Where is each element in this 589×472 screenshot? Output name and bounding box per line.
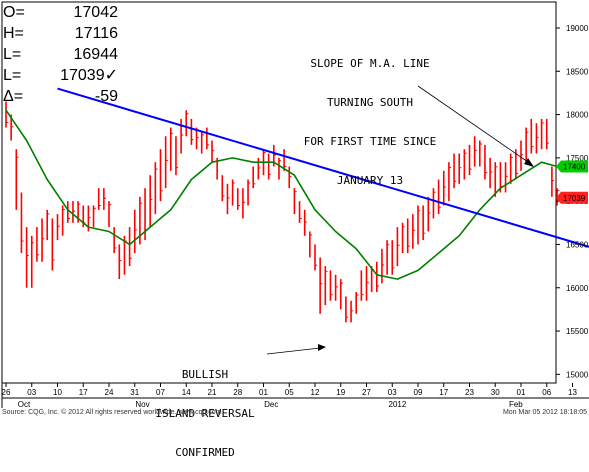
x-day-label: 27 [362, 388, 371, 397]
ohlc-low-label: L= [3, 44, 21, 65]
island-annotation-line-3: CONFIRMED [140, 446, 270, 459]
x-day-label: 12 [311, 388, 320, 397]
y-tick-label: 19000 [566, 24, 589, 33]
x-day-label: 26 [2, 388, 11, 397]
x-day-label: 31 [130, 388, 139, 397]
y-tick-label: 15000 [566, 370, 589, 379]
y-tick-label: 18000 [566, 111, 589, 120]
ohlc-open-value: 17042 [74, 2, 119, 23]
y-tick-label: 16500 [566, 240, 589, 249]
x-day-label: 03 [388, 388, 397, 397]
slope-annotation-line-3: FOR FIRST TIME SINCE [280, 135, 460, 148]
x-month-label: 2012 [389, 400, 407, 409]
ohlc-last-label: L= [3, 65, 21, 86]
ohlc-readout: O= 17042 H= 17116 L= 16944 L= 17039✓ Δ= -59 [3, 2, 118, 107]
ohlc-open-label: O= [3, 2, 25, 23]
x-day-label: 30 [491, 388, 500, 397]
y-tick-label: 18500 [566, 67, 589, 76]
slope-annotation-line-4: JANUARY 13 [280, 174, 460, 187]
slope-annotation: SLOPE OF M.A. LINE TURNING SOUTH FOR FIR… [280, 31, 460, 200]
x-day-label: 01 [517, 388, 526, 397]
x-day-label: 05 [285, 388, 294, 397]
island-arrow-line [267, 348, 320, 354]
ohlc-change-label: Δ= [3, 86, 23, 107]
ohlc-last-value: 17039✓ [60, 65, 118, 86]
ohlc-change-row: Δ= -59 [3, 86, 118, 107]
x-day-label: 13 [568, 388, 577, 397]
x-day-label: 09 [414, 388, 423, 397]
x-day-label: 17 [439, 388, 448, 397]
x-day-label: 19 [336, 388, 345, 397]
slope-annotation-line-1: SLOPE OF M.A. LINE [280, 57, 460, 70]
ohlc-low-row: L= 16944 [3, 44, 118, 65]
x-day-label: 17 [79, 388, 88, 397]
x-day-label: 06 [542, 388, 551, 397]
x-month-label: Oct [18, 400, 31, 409]
last-price-tag-label: 17039 [563, 194, 586, 203]
x-day-label: 03 [27, 388, 36, 397]
ohlc-high-value: 17116 [75, 23, 118, 44]
ohlc-high-label: H= [3, 23, 24, 44]
ohlc-high-row: H= 17116 [3, 23, 118, 44]
ohlc-low-value: 16944 [74, 44, 119, 65]
price-tags-layer: 17400 17039 [556, 161, 588, 204]
island-annotation: BULLISH ISLAND REVERSAL CONFIRMED [140, 342, 270, 472]
island-annotation-line-1: BULLISH [140, 368, 270, 381]
y-tick-label: 16000 [566, 284, 589, 293]
ohlc-open-row: O= 17042 [3, 2, 118, 23]
y-tick-label: 15500 [566, 327, 589, 336]
x-month-label: Feb [509, 400, 523, 409]
footer-source: Source: CQG, Inc. © 2012 All rights rese… [2, 409, 222, 416]
ohlc-change-value: -59 [95, 86, 118, 107]
slope-annotation-line-2: TURNING SOUTH [280, 96, 460, 109]
x-day-label: 23 [465, 388, 474, 397]
ma-price-tag-label: 17400 [563, 163, 586, 172]
ohlc-last-row: L= 17039✓ [3, 65, 118, 86]
x-day-label: 10 [53, 388, 62, 397]
footer-timestamp: Mon Mar 05 2012 18:18:05 [503, 409, 587, 416]
x-day-label: 24 [105, 388, 114, 397]
island-arrowhead [318, 344, 326, 351]
